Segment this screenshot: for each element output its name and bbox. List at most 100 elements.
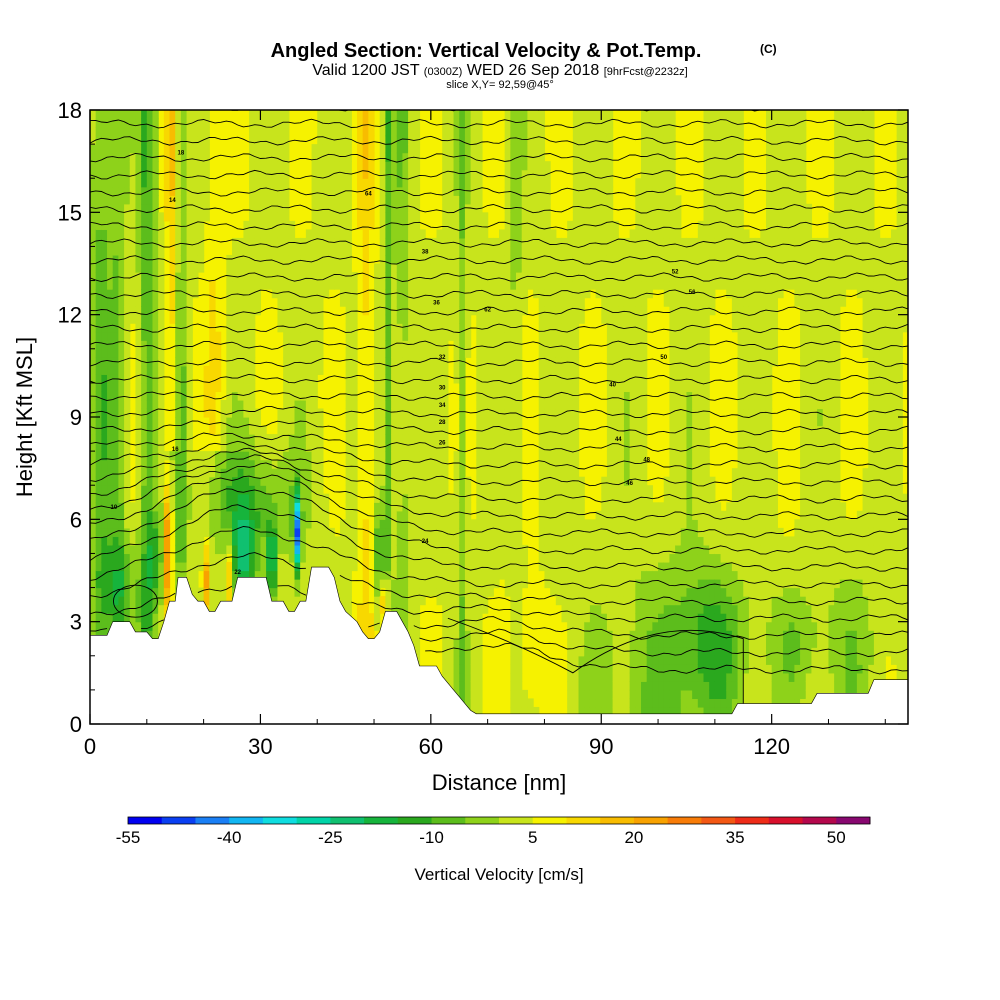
velocity-cell bbox=[203, 544, 210, 555]
velocity-cell bbox=[124, 408, 131, 418]
velocity-cell bbox=[95, 127, 102, 137]
velocity-cell bbox=[175, 553, 182, 563]
velocity-cell bbox=[203, 169, 210, 179]
velocity-cell bbox=[476, 579, 483, 589]
velocity-cell bbox=[589, 254, 597, 265]
velocity-cell bbox=[544, 306, 551, 316]
velocity-cell bbox=[203, 186, 210, 196]
velocity-cell bbox=[413, 596, 421, 606]
velocity-cell bbox=[135, 451, 142, 461]
velocity-cell bbox=[214, 485, 222, 495]
velocity-cell bbox=[374, 502, 381, 512]
velocity-cell bbox=[152, 331, 159, 341]
velocity-cell bbox=[339, 127, 347, 137]
velocity-cell bbox=[442, 570, 449, 580]
velocity-cell bbox=[379, 459, 386, 469]
velocity-cell bbox=[254, 510, 262, 520]
velocity-cell bbox=[237, 553, 244, 563]
velocity-cell bbox=[419, 263, 426, 273]
velocity-cell bbox=[118, 613, 125, 623]
velocity-cell bbox=[351, 417, 358, 427]
velocity-cell bbox=[339, 169, 347, 179]
velocity-cell bbox=[425, 434, 432, 444]
velocity-cell bbox=[464, 570, 472, 580]
velocity-cell bbox=[419, 340, 426, 350]
velocity-cell bbox=[305, 476, 313, 486]
velocity-cell bbox=[95, 604, 102, 614]
velocity-cell bbox=[135, 340, 142, 350]
velocity-cell bbox=[430, 306, 438, 316]
velocity-cell bbox=[402, 314, 409, 324]
velocity-cell bbox=[516, 451, 523, 461]
velocity-cell bbox=[226, 510, 233, 520]
velocity-cell bbox=[243, 527, 250, 537]
velocity-cell bbox=[300, 237, 307, 248]
velocity-cell bbox=[476, 442, 483, 452]
velocity-cell bbox=[442, 613, 449, 623]
velocity-cell bbox=[146, 331, 154, 341]
velocity-cell bbox=[493, 272, 500, 282]
velocity-cell bbox=[425, 561, 432, 572]
velocity-cell bbox=[516, 502, 523, 512]
velocity-cell bbox=[487, 493, 494, 503]
velocity-cell bbox=[379, 399, 386, 410]
velocity-cell bbox=[112, 314, 119, 324]
velocity-cell bbox=[266, 229, 273, 239]
velocity-cell bbox=[504, 570, 511, 580]
velocity-cell bbox=[175, 127, 182, 137]
velocity-cell bbox=[402, 468, 409, 478]
velocity-cell bbox=[345, 220, 352, 230]
velocity-cell bbox=[589, 237, 597, 248]
velocity-cell bbox=[345, 127, 352, 137]
velocity-cell bbox=[107, 459, 114, 469]
velocity-cell bbox=[493, 544, 500, 555]
velocity-cell bbox=[237, 417, 244, 427]
velocity-cell bbox=[300, 493, 307, 503]
velocity-cell bbox=[175, 263, 182, 273]
velocity-cell bbox=[516, 118, 523, 128]
velocity-cell bbox=[442, 587, 449, 597]
velocity-cell bbox=[107, 579, 114, 589]
velocity-cell bbox=[124, 348, 131, 358]
velocity-cell bbox=[447, 587, 455, 597]
velocity-cell bbox=[271, 519, 279, 529]
velocity-cell bbox=[521, 161, 528, 171]
velocity-cell bbox=[374, 596, 381, 606]
velocity-cell bbox=[459, 647, 466, 657]
velocity-cell bbox=[516, 229, 523, 239]
velocity-cell bbox=[186, 314, 193, 324]
velocity-cell bbox=[311, 331, 318, 341]
velocity-cell bbox=[180, 178, 188, 188]
velocity-cell bbox=[391, 570, 398, 580]
velocity-cell bbox=[391, 118, 398, 128]
velocity-cell bbox=[385, 144, 392, 154]
velocity-cell bbox=[481, 391, 489, 401]
velocity-cell bbox=[413, 451, 421, 461]
velocity-cell bbox=[402, 587, 409, 597]
velocity-cell bbox=[197, 118, 205, 128]
velocity-cell bbox=[141, 186, 148, 196]
velocity-cell bbox=[510, 706, 517, 717]
velocity-cell bbox=[243, 280, 250, 290]
velocity-cell bbox=[584, 152, 591, 162]
velocity-cell bbox=[203, 510, 210, 520]
velocity-cell bbox=[464, 698, 472, 708]
velocity-cell bbox=[271, 203, 279, 213]
velocity-cell bbox=[146, 323, 154, 333]
velocity-cell bbox=[374, 374, 381, 384]
velocity-cell bbox=[237, 459, 244, 469]
velocity-cell bbox=[345, 254, 352, 265]
velocity-cell bbox=[249, 408, 256, 418]
velocity-cell bbox=[141, 561, 148, 572]
velocity-cell bbox=[572, 689, 580, 700]
velocity-cell bbox=[249, 118, 256, 128]
velocity-cell bbox=[408, 229, 415, 239]
velocity-cell bbox=[459, 135, 466, 145]
velocity-cell bbox=[584, 621, 591, 631]
velocity-cell bbox=[567, 519, 574, 529]
velocity-cell bbox=[249, 561, 256, 572]
velocity-cell bbox=[322, 246, 330, 256]
velocity-cell bbox=[158, 596, 165, 606]
velocity-cell bbox=[141, 408, 148, 418]
velocity-cell bbox=[124, 186, 131, 196]
